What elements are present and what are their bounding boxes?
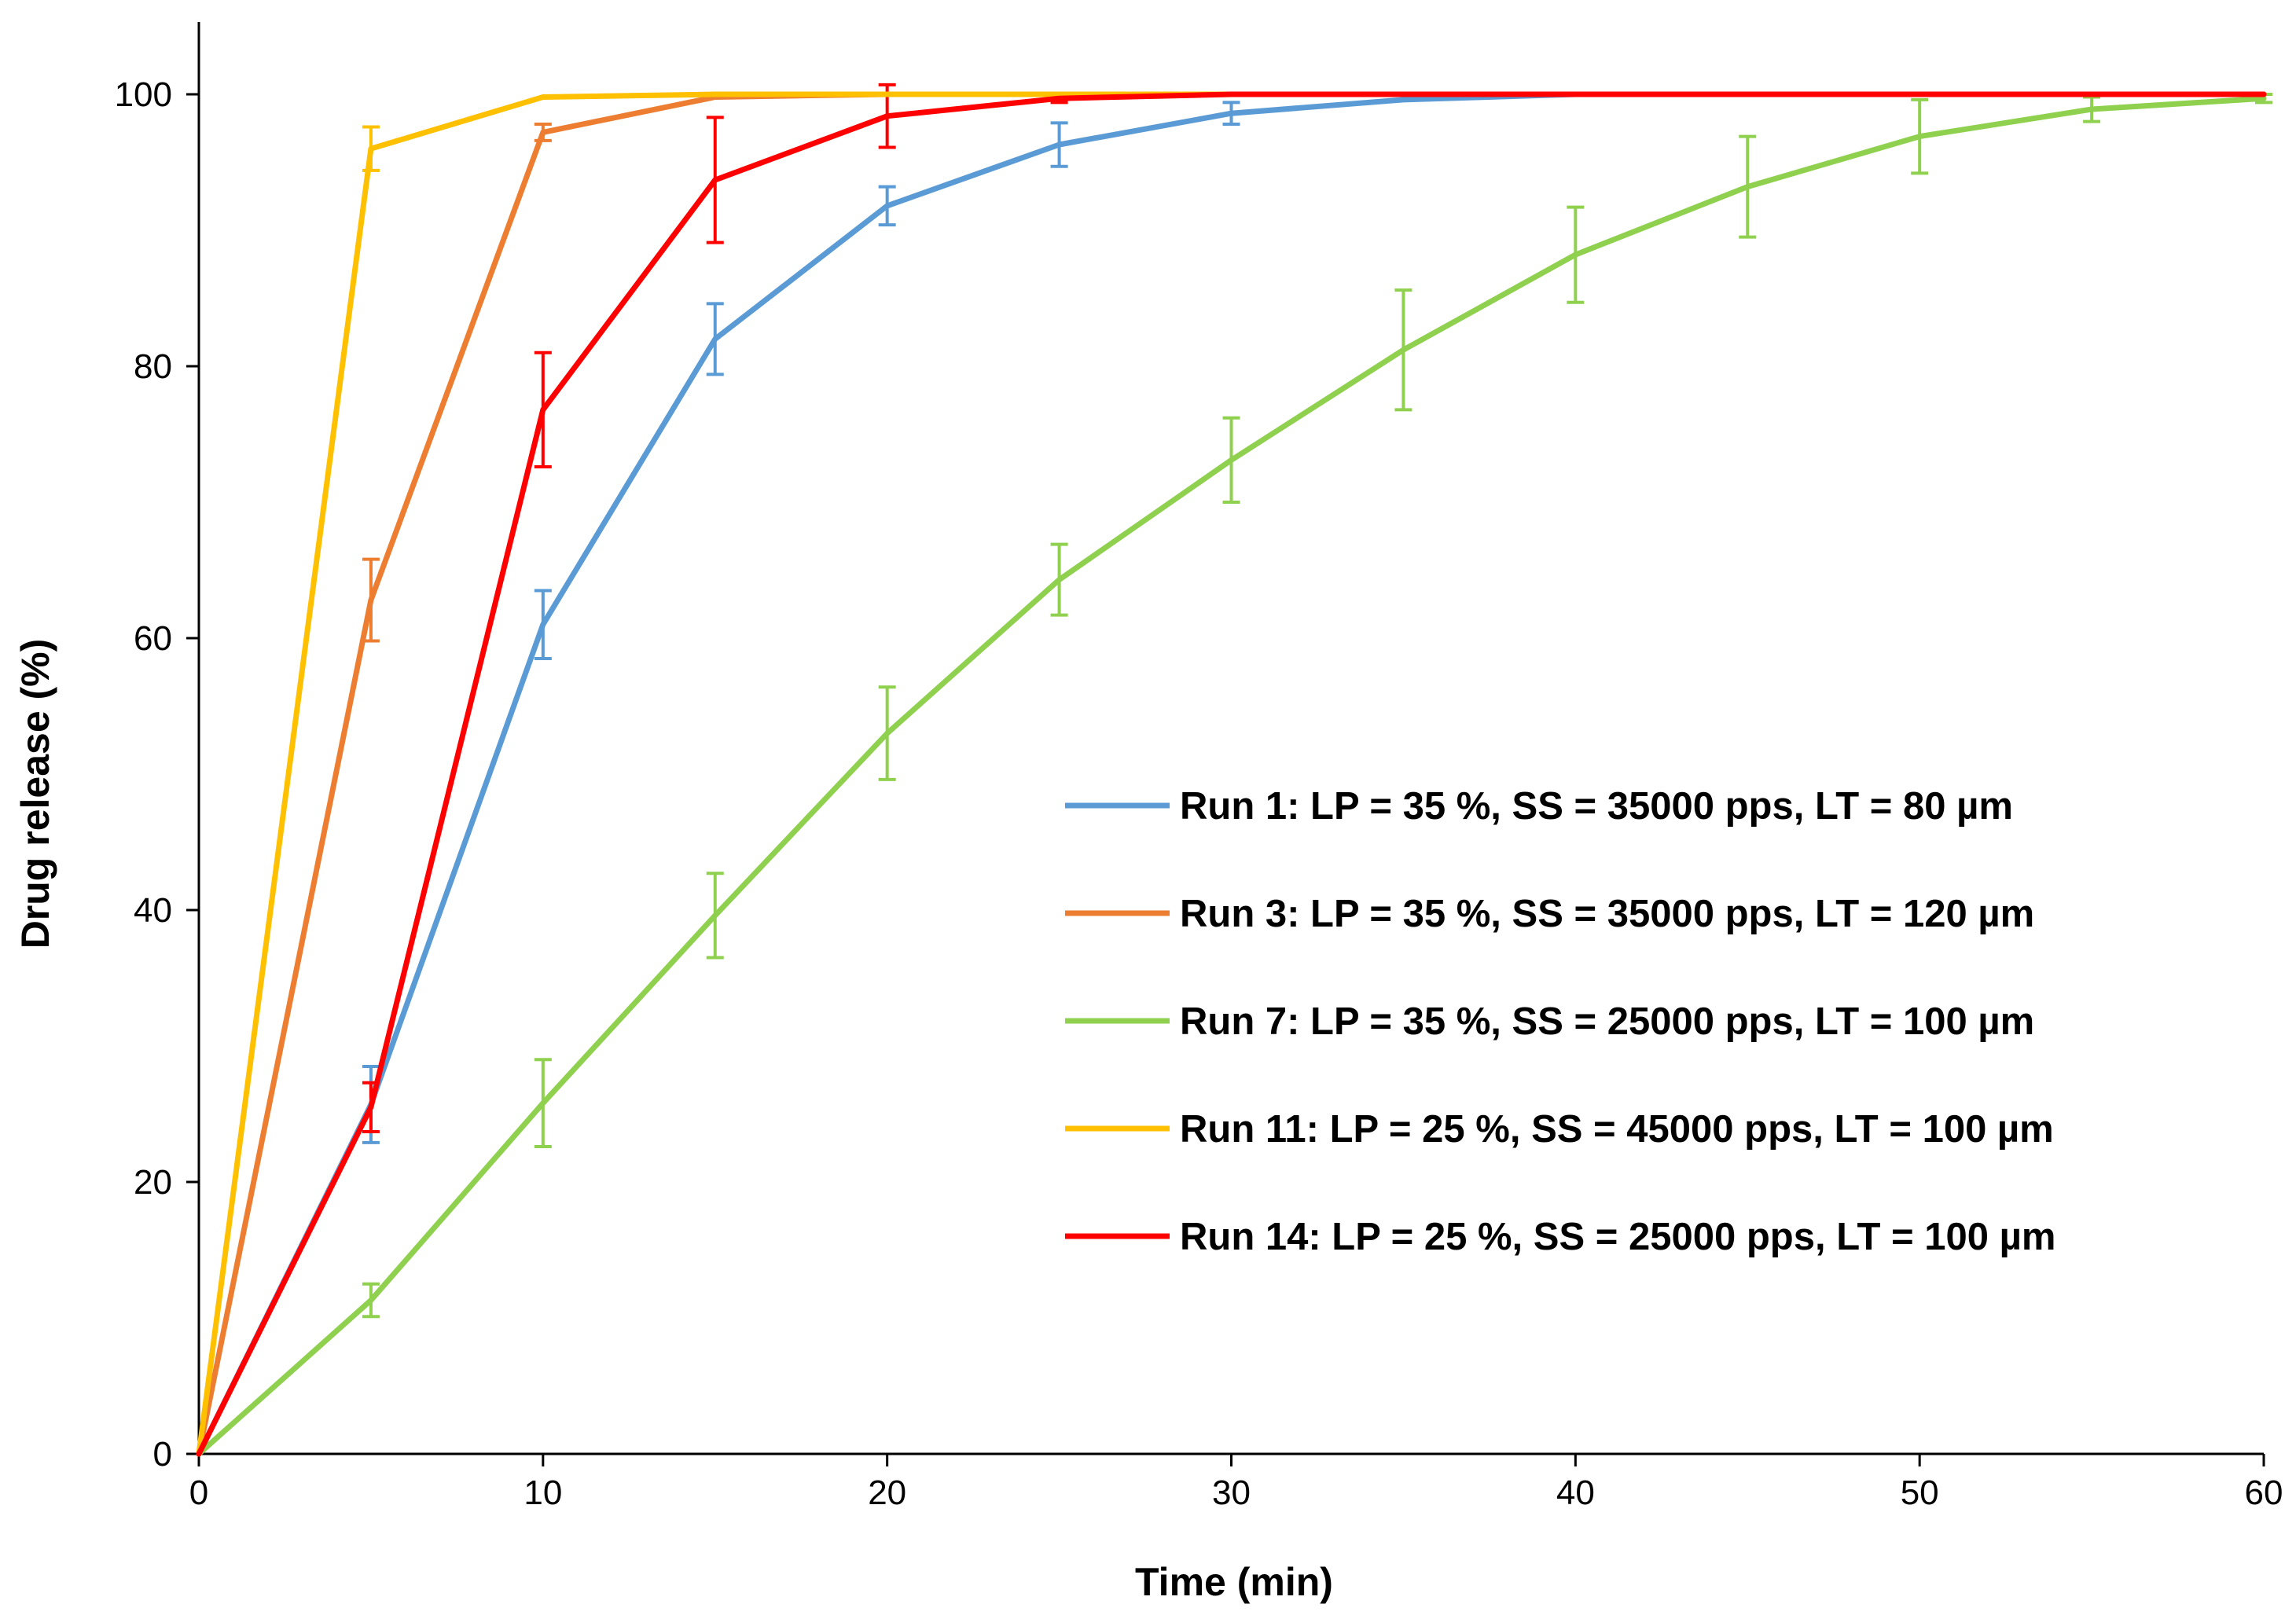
x-tick-label: 60 (2245, 1474, 2283, 1512)
legend-item: Run 7: LP = 35 %, SS = 25000 pps, LT = 1… (1065, 1000, 2034, 1043)
legend-label: Run 11: LP = 25 %, SS = 45000 pps, LT = … (1180, 1108, 2054, 1151)
series-line-5 (196, 91, 2267, 1457)
y-tick-label: 60 (134, 619, 172, 658)
y-tick-label: 80 (134, 347, 172, 386)
series-line-3 (196, 95, 2267, 1457)
x-tick-label: 0 (189, 1474, 208, 1512)
legend-item: Run 11: LP = 25 %, SS = 45000 pps, LT = … (1065, 1108, 2054, 1151)
x-tick-label: 20 (868, 1474, 906, 1512)
legend-item: Run 1: LP = 35 %, SS = 35000 pps, LT = 8… (1065, 785, 2013, 828)
x-tick-label: 40 (1556, 1474, 1595, 1512)
tick-labels: 0 10 20 30 40 50 60 0 20 40 60 80 100 (115, 75, 2283, 1512)
x-tick-label: 30 (1212, 1474, 1251, 1512)
y-tick-label: 40 (134, 891, 172, 930)
legend: Run 1: LP = 35 %, SS = 35000 pps, LT = 8… (1065, 785, 2055, 1258)
legend-item: Run 14: LP = 25 %, SS = 25000 pps, LT = … (1065, 1216, 2055, 1258)
y-tick-label: 0 (153, 1435, 172, 1474)
y-tick-label: 20 (134, 1163, 172, 1202)
legend-label: Run 3: LP = 35 %, SS = 35000 pps, LT = 1… (1180, 893, 2034, 935)
legend-label: Run 7: LP = 35 %, SS = 25000 pps, LT = 1… (1180, 1000, 2034, 1043)
series-lines (196, 91, 2267, 1457)
legend-item: Run 3: LP = 35 %, SS = 35000 pps, LT = 1… (1065, 893, 2034, 935)
y-axis-title: Drug release (%) (13, 639, 57, 949)
axes (186, 22, 2265, 1466)
legend-label: Run 14: LP = 25 %, SS = 25000 pps, LT = … (1180, 1216, 2055, 1258)
y-tick-label: 100 (115, 75, 172, 114)
x-axis-title: Time (min) (1135, 1560, 1333, 1604)
x-tick-label: 10 (523, 1474, 562, 1512)
legend-label: Run 1: LP = 35 %, SS = 35000 pps, LT = 8… (1180, 785, 2013, 828)
x-tick-label: 50 (1901, 1474, 1939, 1512)
